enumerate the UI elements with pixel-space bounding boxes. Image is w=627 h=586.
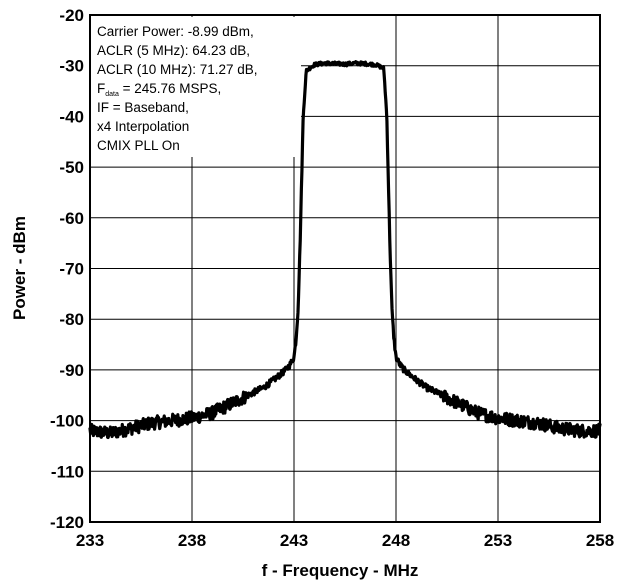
x-tick-label: 248 xyxy=(382,531,410,550)
y-tick-label: -90 xyxy=(59,361,84,380)
x-tick-label: 243 xyxy=(280,531,308,550)
x-tick-label: 238 xyxy=(178,531,206,550)
y-tick-label: -70 xyxy=(59,260,84,279)
fdata-subscript: data xyxy=(105,91,119,98)
x-tick-label: 233 xyxy=(76,531,104,550)
annotation-line-2: ACLR (5 MHz): 64.23 dB, xyxy=(97,43,250,58)
plot-frame xyxy=(89,14,601,523)
fdata-rest: = 245.76 MSPS, xyxy=(119,81,221,96)
annotation-fdata-line: Fdata = 245.76 MSPS, xyxy=(97,81,221,98)
y-tick-label: -40 xyxy=(59,107,84,126)
y-tick-label: -80 xyxy=(59,310,84,329)
x-tick-label: 253 xyxy=(484,531,512,550)
y-tick-label: -100 xyxy=(50,412,84,431)
y-axis-title: Power - dBm xyxy=(10,216,29,320)
annotation-line-6: x4 Interpolation xyxy=(97,119,189,134)
annotation-line-7: CMIX PLL On xyxy=(97,138,180,153)
annotation: Carrier Power: -8.99 dBm, ACLR (5 MHz): … xyxy=(97,24,258,153)
x-tick-labels: 233 238 243 248 253 258 xyxy=(76,531,614,550)
y-tick-label: -120 xyxy=(50,513,84,532)
fdata-prefix: F xyxy=(97,81,105,96)
y-tick-label: -60 xyxy=(59,209,84,228)
y-tick-labels: -20 -30 -40 -50 -60 -70 -80 -90 -100 -110 -120 xyxy=(50,6,84,532)
annotation-box xyxy=(91,17,301,157)
y-tick-label: -20 xyxy=(59,6,84,25)
annotation-line-1: Carrier Power: -8.99 dBm, xyxy=(97,24,254,39)
series-line xyxy=(88,60,602,440)
annotation-line-5: IF = Baseband, xyxy=(97,100,189,115)
x-tick-label: 258 xyxy=(586,531,614,550)
y-tick-label: -30 xyxy=(59,57,84,76)
y-tick-label: -50 xyxy=(59,158,84,177)
annotation-line-3: ACLR (10 MHz): 71.27 dB, xyxy=(97,62,258,77)
x-axis-title: f - Frequency - MHz xyxy=(262,561,419,580)
y-tick-label: -110 xyxy=(51,462,84,481)
